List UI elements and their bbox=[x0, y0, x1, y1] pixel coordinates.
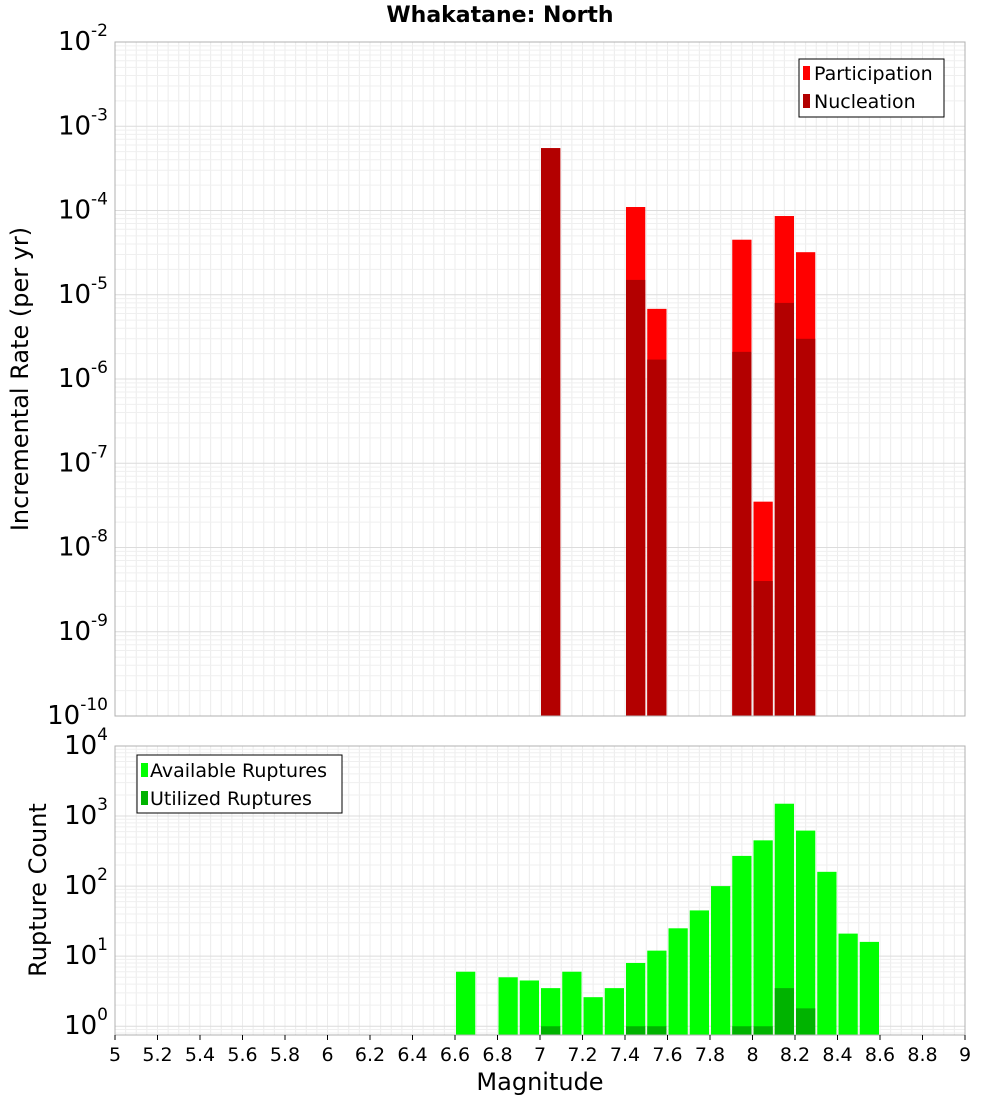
bottom-y-axis-label: Rupture Count bbox=[24, 803, 52, 977]
top-panel: 10-10 10-9 10-8 10-7 10-6 10-5 10-4 10-3 10-2 In… bbox=[6, 21, 966, 731]
count-bar-available-ruptures bbox=[647, 950, 667, 1035]
x-tick-label: 6 bbox=[321, 1044, 333, 1066]
top-legend-box bbox=[798, 58, 945, 118]
legend-label-available: Available Ruptures bbox=[150, 760, 327, 782]
x-tick-label: 8 bbox=[746, 1044, 758, 1066]
top-legend: Participation Nucleation bbox=[798, 58, 945, 118]
top-grid bbox=[114, 41, 966, 717]
legend-swatch-nucleation bbox=[803, 94, 810, 108]
count-bar-available-ruptures bbox=[689, 910, 709, 1035]
legend-label-participation: Participation bbox=[814, 63, 933, 85]
count-bar-available-ruptures bbox=[838, 933, 858, 1035]
top-y-axis-label: Incremental Rate (per yr) bbox=[6, 227, 34, 531]
y-tick-label: 104 bbox=[64, 725, 108, 761]
legend-swatch-available bbox=[141, 763, 148, 777]
count-bar-utilized-ruptures bbox=[774, 988, 794, 1035]
bottom-y-ticks: 100 101 102 103 104 bbox=[64, 725, 108, 1041]
count-bar-available-ruptures bbox=[583, 997, 603, 1035]
bottom-legend: Available Ruptures Utilized Ruptures bbox=[136, 754, 343, 814]
x-tick-label: 7.6 bbox=[652, 1044, 682, 1066]
x-axis-label: Magnitude bbox=[476, 1068, 603, 1096]
y-tick-label: 100 bbox=[64, 1005, 108, 1041]
x-tick-label: 6.8 bbox=[482, 1044, 512, 1066]
count-bar-available-ruptures bbox=[732, 855, 752, 1035]
count-bar-utilized-ruptures bbox=[753, 1026, 773, 1035]
legend-swatch-participation bbox=[803, 66, 810, 80]
rate-bar-nucleation bbox=[732, 351, 752, 716]
legend-swatch-utilized bbox=[141, 791, 148, 805]
count-bar-utilized-ruptures bbox=[796, 1008, 816, 1035]
count-bar-available-ruptures bbox=[519, 980, 539, 1035]
count-bar-available-ruptures bbox=[817, 871, 837, 1035]
count-bar-utilized-ruptures bbox=[626, 1026, 646, 1035]
y-tick-label: 10-9 bbox=[58, 611, 108, 647]
x-tick-label: 5.6 bbox=[227, 1044, 257, 1066]
x-tick-label: 9 bbox=[959, 1044, 971, 1066]
rate-bar-nucleation bbox=[647, 359, 667, 716]
y-tick-label: 10-7 bbox=[58, 442, 108, 478]
top-plot-border bbox=[114, 41, 966, 717]
x-tick-label: 7.4 bbox=[610, 1044, 640, 1066]
x-tick-label: 7 bbox=[534, 1044, 546, 1066]
y-tick-label: 10-5 bbox=[58, 274, 108, 310]
chart-title: Whakatane: North bbox=[386, 3, 613, 28]
count-bar-utilized-ruptures bbox=[541, 1026, 561, 1035]
rate-bar-nucleation bbox=[753, 581, 773, 716]
x-tick-label: 5.8 bbox=[270, 1044, 300, 1066]
y-tick-label: 10-2 bbox=[58, 21, 108, 57]
y-tick-label: 10-10 bbox=[47, 695, 108, 731]
y-tick-label: 10-4 bbox=[58, 190, 108, 226]
x-ticks: 5 5.2 5.4 5.6 5.8 6 6.2 6.4 6.6 6.8 7 7.2 7.4 7.6 7.8 8… bbox=[109, 1035, 971, 1066]
count-bar-available-ruptures bbox=[711, 886, 731, 1035]
top-y-ticks: 10-10 10-9 10-8 10-7 10-6 10-5 10-4 10-3 10-2 bbox=[47, 21, 108, 731]
count-bar-utilized-ruptures bbox=[732, 1026, 752, 1035]
bottom-panel: 100 101 102 103 104 5 5.2 5.4 5.6 5.8 6 6.2 6.4 6.6 6… bbox=[24, 725, 971, 1096]
y-tick-label: 10-6 bbox=[58, 358, 108, 394]
x-tick-label: 5.2 bbox=[142, 1044, 172, 1066]
count-bar-available-ruptures bbox=[668, 928, 688, 1035]
count-bar-utilized-ruptures bbox=[647, 1026, 667, 1035]
rate-bar-nucleation bbox=[796, 338, 816, 716]
top-bars bbox=[541, 148, 816, 717]
count-bar-available-ruptures bbox=[796, 830, 816, 1035]
count-bar-available-ruptures bbox=[562, 971, 582, 1035]
bottom-legend-box bbox=[136, 754, 343, 814]
count-bar-available-ruptures bbox=[859, 941, 879, 1035]
legend-label-utilized: Utilized Ruptures bbox=[150, 788, 312, 810]
rate-bar-nucleation bbox=[626, 279, 646, 716]
y-tick-label: 102 bbox=[64, 865, 108, 901]
rate-bar-nucleation bbox=[541, 148, 561, 716]
x-tick-label: 7.8 bbox=[695, 1044, 725, 1066]
x-tick-label: 8.4 bbox=[822, 1044, 852, 1066]
count-bar-available-ruptures bbox=[604, 988, 624, 1035]
y-tick-label: 10-8 bbox=[58, 527, 108, 563]
rate-bar-nucleation bbox=[774, 302, 794, 716]
y-tick-label: 101 bbox=[64, 935, 108, 971]
x-tick-label: 5 bbox=[109, 1044, 121, 1066]
x-tick-label: 6.4 bbox=[397, 1044, 427, 1066]
y-tick-label: 103 bbox=[64, 795, 108, 831]
count-bar-available-ruptures bbox=[626, 962, 646, 1035]
x-tick-label: 6.6 bbox=[440, 1044, 470, 1066]
count-bar-available-ruptures bbox=[498, 977, 518, 1035]
y-tick-label: 10-3 bbox=[58, 105, 108, 141]
legend-label-nucleation: Nucleation bbox=[814, 91, 916, 113]
x-tick-label: 8.2 bbox=[780, 1044, 810, 1066]
x-tick-label: 7.2 bbox=[567, 1044, 597, 1066]
x-tick-label: 8.6 bbox=[865, 1044, 895, 1066]
bottom-bars bbox=[456, 803, 879, 1035]
x-tick-label: 5.4 bbox=[185, 1044, 215, 1066]
count-bar-available-ruptures bbox=[753, 840, 773, 1035]
count-bar-available-ruptures bbox=[541, 988, 561, 1035]
x-tick-label: 8.8 bbox=[907, 1044, 937, 1066]
count-bar-available-ruptures bbox=[456, 971, 476, 1035]
count-bar-available-ruptures bbox=[774, 803, 794, 1035]
x-tick-label: 6.2 bbox=[355, 1044, 385, 1066]
